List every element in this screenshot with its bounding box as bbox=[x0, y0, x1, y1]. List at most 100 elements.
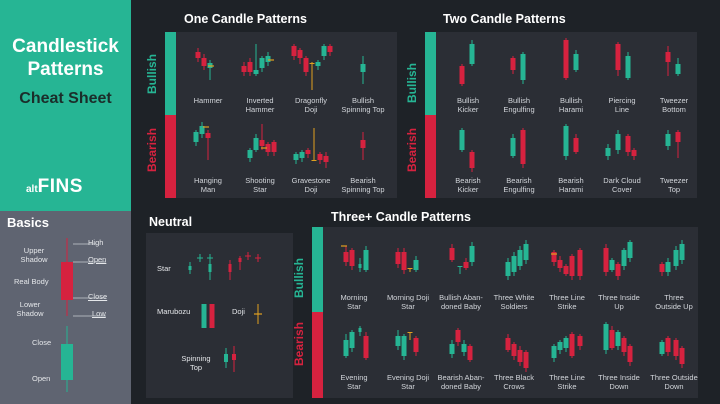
candle-50 bbox=[573, 134, 579, 154]
candle-81 bbox=[401, 248, 407, 274]
candle-130 bbox=[615, 330, 621, 350]
candle-77 bbox=[358, 258, 362, 272]
candle-49 bbox=[563, 124, 569, 160]
two-bull-label-4: Tweezer Bottom bbox=[659, 96, 689, 114]
candle-35 bbox=[459, 64, 465, 86]
three-bear-bar bbox=[312, 312, 323, 398]
two-bear-label-3: Dark Cloud Cover bbox=[603, 176, 641, 194]
one-bear-bar bbox=[165, 115, 176, 198]
candle-22 bbox=[247, 148, 253, 162]
candle-127 bbox=[577, 334, 583, 350]
close2-label: Close bbox=[32, 338, 52, 347]
candle-132 bbox=[627, 344, 633, 366]
candle-96 bbox=[577, 248, 583, 280]
candle-69 bbox=[201, 304, 207, 328]
candle-113 bbox=[407, 332, 413, 340]
candle-133 bbox=[659, 340, 665, 356]
logo-name: FINS bbox=[37, 176, 83, 197]
candle-46 bbox=[469, 150, 475, 172]
neutral-doji-label: Doji bbox=[232, 307, 245, 316]
two-bull-label-0: Bullish Kicker bbox=[456, 96, 480, 114]
candle-120 bbox=[511, 342, 517, 360]
candle-75 bbox=[343, 246, 349, 266]
three-bull-label-6: Three Outside Up bbox=[655, 293, 693, 311]
candle-99 bbox=[609, 258, 615, 272]
candle-5 bbox=[247, 58, 253, 76]
candle-101 bbox=[621, 248, 627, 270]
candle-2 bbox=[207, 60, 213, 80]
candle-13 bbox=[309, 62, 315, 90]
candle-103 bbox=[659, 262, 665, 276]
candle-82 bbox=[407, 268, 413, 272]
candle-128 bbox=[603, 322, 609, 354]
two-bear-bar bbox=[425, 115, 436, 198]
three-bear-label-2: Bearish Aban- doned Baby bbox=[437, 373, 485, 391]
candle-116 bbox=[455, 328, 461, 346]
neutral-star-label: Star bbox=[157, 264, 171, 273]
candle-42 bbox=[625, 52, 631, 80]
one-bull-label-2: Dragonfly Doji bbox=[294, 96, 328, 114]
candle-83 bbox=[413, 256, 419, 272]
candle-123 bbox=[551, 344, 557, 362]
candle-119 bbox=[505, 334, 511, 352]
altfins-logo: altFINS bbox=[26, 176, 83, 198]
candle-18 bbox=[193, 130, 199, 146]
one-bear-label-2: Gravestone Doji bbox=[291, 176, 331, 194]
candle-110 bbox=[363, 332, 369, 360]
candle-53 bbox=[625, 134, 631, 156]
candle-118 bbox=[467, 344, 473, 362]
three-bull-label-2: Bullish Aban- doned Baby bbox=[439, 293, 483, 311]
three-bull-label-1: Morning Doji Star bbox=[386, 293, 430, 311]
candle-73 bbox=[61, 238, 73, 316]
neutral-marubozu-label: Marubozu bbox=[157, 307, 191, 316]
candle-108 bbox=[349, 330, 355, 352]
two-bear-label-0: Bearish Kicker bbox=[455, 176, 481, 194]
candle-41 bbox=[615, 42, 621, 76]
candle-89 bbox=[511, 252, 517, 276]
candle-72 bbox=[232, 346, 236, 372]
candle-76 bbox=[349, 248, 355, 270]
candle-61 bbox=[188, 262, 192, 274]
candle-51 bbox=[605, 144, 611, 160]
three-bull-label-5: Three Inside Up bbox=[598, 293, 640, 311]
candle-100 bbox=[615, 262, 621, 280]
candle-26 bbox=[271, 140, 277, 156]
candle-78 bbox=[363, 246, 369, 272]
two-bull-label-1: Bullish Engulfing bbox=[503, 96, 535, 114]
candle-122 bbox=[523, 350, 529, 372]
candle-55 bbox=[665, 130, 671, 150]
one-bull-bar bbox=[165, 32, 176, 115]
candle-121 bbox=[517, 346, 523, 366]
three-bear-label-0: Evening Star bbox=[340, 373, 368, 391]
candle-129 bbox=[609, 326, 615, 350]
one-bear-label-0: Hanging Man bbox=[194, 176, 222, 194]
three-bull-bar bbox=[312, 227, 323, 312]
candle-87 bbox=[469, 242, 475, 266]
candle-36 bbox=[469, 40, 475, 66]
candle-29 bbox=[299, 150, 305, 162]
one-bull-label-1: Inverted Hammer bbox=[245, 96, 275, 114]
candle-1 bbox=[201, 54, 207, 70]
three-bull-label-0: Morning Star bbox=[340, 293, 368, 311]
candle-134 bbox=[665, 336, 671, 356]
two-bull-label-2: Bullish Harami bbox=[558, 96, 584, 114]
candle-8 bbox=[265, 52, 271, 66]
candle-111 bbox=[395, 330, 401, 350]
one-bull-label-3: Bullish Spinning Top bbox=[341, 96, 385, 114]
low-label: Low bbox=[92, 309, 106, 318]
candle-24 bbox=[259, 124, 265, 150]
candle-94 bbox=[563, 264, 569, 276]
candle-47 bbox=[510, 134, 516, 158]
upper-shadow-label: Upper Shadow bbox=[20, 246, 48, 264]
three-bull-label-4: Three Line Strike bbox=[549, 293, 585, 311]
candle-114 bbox=[413, 336, 419, 356]
candle-105 bbox=[673, 246, 679, 270]
candle-23 bbox=[253, 134, 259, 152]
candle-28 bbox=[293, 152, 299, 164]
candle-31 bbox=[311, 128, 317, 161]
candle-52 bbox=[615, 130, 621, 154]
two-bear-label-1: Bearish Engulfing bbox=[503, 176, 535, 194]
three-bull-label-3: Three White Soldiers bbox=[493, 293, 535, 311]
candle-92 bbox=[551, 250, 557, 266]
